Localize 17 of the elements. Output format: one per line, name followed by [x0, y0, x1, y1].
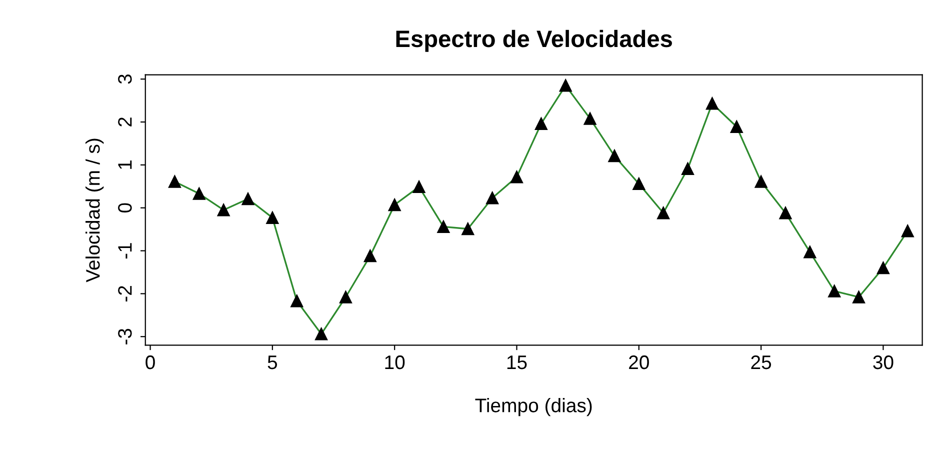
x-axis-title: Tiempo (dias) [475, 398, 592, 416]
y-tick-label: -1 [118, 243, 132, 259]
y-tick-label: 0 [118, 203, 132, 212]
x-tick-label: 5 [268, 356, 278, 370]
x-tick-label: 10 [385, 355, 405, 370]
y-tick-label: 1 [118, 160, 132, 169]
x-tick-label: 25 [751, 355, 772, 370]
x-tick-label: 20 [629, 355, 649, 370]
y-axis-title: Velocidad (m / s) [86, 138, 104, 282]
x-tick-label: 15 [507, 356, 527, 370]
y-tick-label: -3 [118, 328, 132, 344]
x-tick-label: 0 [146, 355, 155, 370]
y-tick-label: -2 [118, 286, 132, 302]
y-tick-label: 3 [118, 74, 132, 84]
x-tick-label: 30 [873, 355, 894, 370]
chart-title: Espectro de Velocidades [396, 30, 672, 52]
y-tick-label: 2 [118, 118, 132, 126]
